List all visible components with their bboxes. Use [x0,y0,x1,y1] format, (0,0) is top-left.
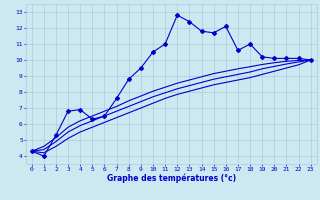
X-axis label: Graphe des températures (°c): Graphe des températures (°c) [107,173,236,183]
